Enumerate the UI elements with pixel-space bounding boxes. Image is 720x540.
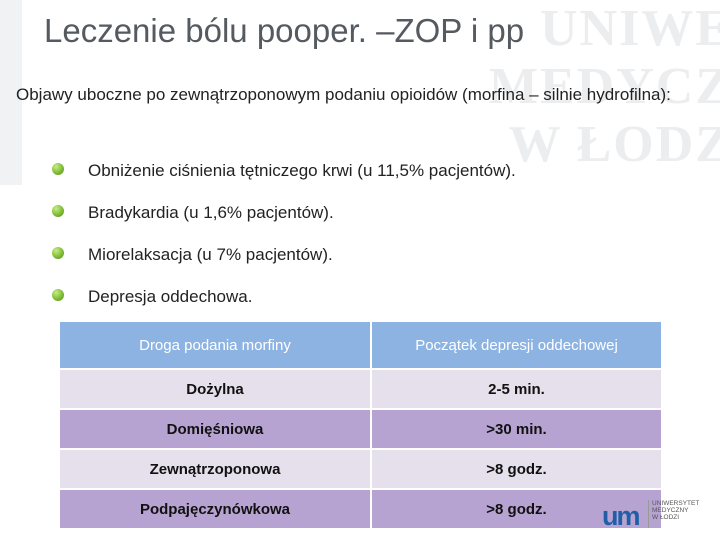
logo-line: MEDYCZNY	[652, 507, 689, 514]
bullet-text: Depresja oddechowa.	[88, 287, 253, 306]
bullet-dot-icon	[52, 247, 64, 259]
bullet-item: Obniżenie ciśnienia tętniczego krwi (u 1…	[52, 152, 516, 194]
bullet-item: Depresja oddechowa.	[52, 278, 516, 320]
watermark-line: UNIWE	[539, 0, 720, 57]
cell-route: Dożylna	[60, 370, 372, 408]
bullet-dot-icon	[52, 205, 64, 217]
cell-onset: >8 godz.	[372, 490, 661, 528]
cell-route: Podpajęczynówkowa	[60, 490, 372, 528]
bullet-text: Miorelaksacja (u 7% pacjentów).	[88, 245, 333, 264]
logo-line: UNIWERSYTET	[652, 500, 700, 507]
header-route: Droga podania morfiny	[60, 322, 372, 368]
logo-text: UNIWERSYTET MEDYCZNY W ŁODZI	[652, 500, 699, 521]
cell-onset: >8 godz.	[372, 450, 661, 488]
university-logo: um UNIWERSYTET MEDYCZNY W ŁODZI	[602, 498, 710, 531]
table-row: Podpajęczynówkowa >8 godz.	[60, 490, 661, 528]
slide-title: Leczenie bólu pooper. –ZOP i pp	[44, 12, 525, 49]
table-row: Dożylna 2-5 min.	[60, 370, 661, 408]
logo-line: W ŁODZI	[652, 514, 680, 521]
bullet-dot-icon	[52, 289, 64, 301]
bullet-item: Bradykardia (u 1,6% pacjentów).	[52, 194, 516, 236]
cell-onset: 2-5 min.	[372, 370, 661, 408]
bullet-list: Obniżenie ciśnienia tętniczego krwi (u 1…	[52, 152, 516, 320]
university-watermark: UNIWE MEDYCZ W ŁODZ	[390, 0, 720, 185]
cell-route: Zewnątrzoponowa	[60, 450, 372, 488]
bullet-text: Obniżenie ciśnienia tętniczego krwi (u 1…	[88, 161, 516, 180]
cell-route: Domięśniowa	[60, 410, 372, 448]
header-onset: Początek depresji oddechowej	[372, 322, 661, 368]
bullet-dot-icon	[52, 163, 64, 175]
intro-text: Objawy uboczne po zewnątrzoponowym podan…	[16, 85, 671, 104]
table-row: Zewnątrzoponowa >8 godz.	[60, 450, 661, 488]
table-header-row: Droga podania morfiny Początek depresji …	[60, 322, 661, 368]
bullet-item: Miorelaksacja (u 7% pacjentów).	[52, 236, 516, 278]
logo-mark: um	[602, 501, 640, 531]
logo-divider	[648, 500, 649, 528]
bullet-text: Bradykardia (u 1,6% pacjentów).	[88, 203, 334, 222]
watermark-line: W ŁODZ	[508, 116, 720, 173]
onset-table: Droga podania morfiny Początek depresji …	[60, 320, 661, 530]
cell-onset: >30 min.	[372, 410, 661, 448]
watermark-line: MEDYCZ	[488, 58, 720, 115]
watermark-left-bar	[0, 0, 22, 185]
table-row: Domięśniowa >30 min.	[60, 410, 661, 448]
